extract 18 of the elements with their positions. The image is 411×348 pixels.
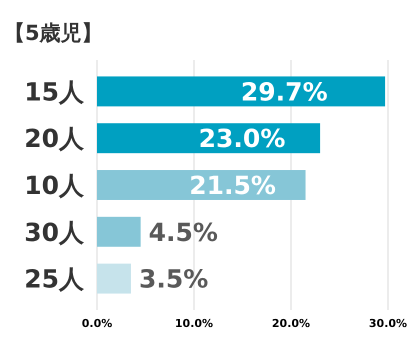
y-tick-label: 15人 [24,77,85,106]
x-tick-label: 10.0% [174,317,214,330]
data-label: 3.5% [138,264,208,294]
data-label: 23.0% [198,124,286,154]
data-label: 29.7% [240,77,328,106]
x-tick-label: 30.0% [368,317,408,330]
y-tick-label: 20人 [24,124,85,154]
data-label: 4.5% [148,218,218,247]
y-tick-label: 10人 [24,171,85,200]
bar [97,264,131,294]
y-tick-label: 25人 [24,264,85,294]
bar [97,76,386,106]
bar [97,216,141,247]
chart-title: 【5歳児】 [4,21,103,45]
data-label: 21.5% [189,171,276,200]
x-tick-label: 20.0% [272,317,310,330]
x-tick-label: 0.0% [82,317,112,330]
y-tick-label: 30人 [24,218,85,247]
